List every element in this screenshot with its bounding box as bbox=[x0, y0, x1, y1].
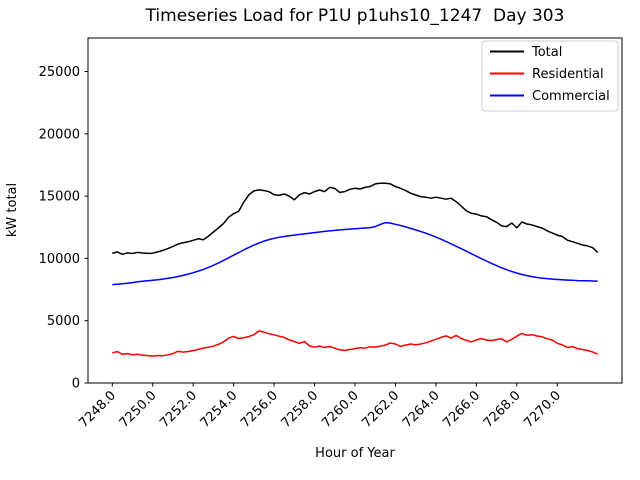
x-tick-label: 7270.0 bbox=[521, 388, 564, 431]
x-tick-label: 7262.0 bbox=[360, 388, 403, 431]
x-tick-label: 7260.0 bbox=[319, 388, 362, 431]
y-tick-label: 0 bbox=[72, 377, 80, 392]
series-line-total bbox=[112, 182, 599, 256]
x-tick-label: 7268.0 bbox=[481, 388, 524, 431]
y-tick-label: 15000 bbox=[39, 190, 80, 205]
y-axis-label: kW total bbox=[5, 183, 20, 237]
y-tick-label: 10000 bbox=[39, 252, 80, 267]
x-tick-label: 7254.0 bbox=[198, 388, 241, 431]
legend-label-residential: Residential bbox=[532, 67, 604, 82]
y-tick-label: 25000 bbox=[39, 65, 80, 80]
chart-title: Timeseries Load for P1U p1uhs10_1247 Day… bbox=[145, 6, 565, 26]
x-tick-label: 7250.0 bbox=[117, 388, 160, 431]
x-tick-label: 7248.0 bbox=[76, 388, 119, 431]
series-line-commercial bbox=[112, 221, 598, 286]
x-tick-label: 7264.0 bbox=[400, 388, 443, 431]
series-line-residential bbox=[112, 330, 599, 357]
x-tick-label: 7256.0 bbox=[238, 388, 281, 431]
y-tick-label: 20000 bbox=[39, 127, 80, 142]
legend-label-commercial: Commercial bbox=[532, 89, 610, 104]
x-tick-label: 7258.0 bbox=[279, 388, 322, 431]
y-tick-label: 5000 bbox=[47, 314, 80, 329]
legend-box bbox=[481, 40, 619, 112]
legend: Total Residential Commercial bbox=[481, 40, 619, 112]
legend-label-total: Total bbox=[531, 45, 562, 60]
x-axis-label: Hour of Year bbox=[315, 446, 395, 461]
x-tick-label: 7266.0 bbox=[440, 388, 483, 431]
x-tick-label: 7252.0 bbox=[157, 388, 200, 431]
